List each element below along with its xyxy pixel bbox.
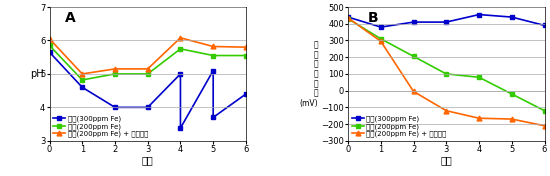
溶液(300ppm Fe) xyxy=(476,14,482,16)
Text: A: A xyxy=(65,11,76,25)
Line: 溶液(300ppm Fe): 溶液(300ppm Fe) xyxy=(47,50,249,131)
寒天(200ppm Fe) xyxy=(145,73,151,75)
寒天(200ppm Fe) xyxy=(345,18,351,20)
寒天(200ppm Fe) + デンプン xyxy=(541,125,548,127)
Legend: 溶液(300ppm Fe), 寒天(200ppm Fe), 寒天(200ppm Fe) + デンプン: 溶液(300ppm Fe), 寒天(200ppm Fe), 寒天(200ppm … xyxy=(52,114,149,139)
溶液(300ppm Fe) xyxy=(541,24,548,27)
溶液(300ppm Fe) xyxy=(177,127,184,129)
溶液(300ppm Fe) xyxy=(243,93,249,95)
寒天(200ppm Fe) xyxy=(443,73,449,75)
X-axis label: 日数: 日数 xyxy=(142,155,153,165)
寒天(200ppm Fe) xyxy=(541,110,548,112)
寒天(200ppm Fe) + デンプン xyxy=(210,45,217,48)
Line: 寒天(200ppm Fe): 寒天(200ppm Fe) xyxy=(345,16,547,113)
溶液(300ppm Fe) xyxy=(508,16,515,18)
寒天(200ppm Fe) + デンプン xyxy=(145,68,151,70)
溶液(300ppm Fe) xyxy=(210,116,217,118)
寒天(200ppm Fe) + デンプン xyxy=(345,17,351,19)
寒天(200ppm Fe) + デンプン xyxy=(46,38,53,40)
Line: 寒天(200ppm Fe): 寒天(200ppm Fe) xyxy=(47,43,249,82)
寒天(200ppm Fe) + デンプン xyxy=(177,37,184,39)
寒天(200ppm Fe) xyxy=(508,93,515,95)
寒天(200ppm Fe) xyxy=(46,45,53,47)
Y-axis label: pH: pH xyxy=(30,69,44,79)
Line: 寒天(200ppm Fe) + デンプン: 寒天(200ppm Fe) + デンプン xyxy=(47,35,249,76)
寒天(200ppm Fe) xyxy=(210,55,217,57)
溶液(300ppm Fe) xyxy=(377,26,384,28)
溶液(300ppm Fe) xyxy=(145,106,151,108)
溶液(300ppm Fe) xyxy=(345,16,351,18)
寒天(200ppm Fe) xyxy=(112,73,118,75)
寒天(200ppm Fe) + デンプン xyxy=(79,73,86,75)
溶液(300ppm Fe) xyxy=(443,21,449,23)
溶液(300ppm Fe) xyxy=(79,86,86,88)
寒天(200ppm Fe) + デンプン xyxy=(443,110,449,112)
Text: B: B xyxy=(368,11,378,25)
Y-axis label: 酸
化
還
元
電
位
(mV): 酸 化 還 元 電 位 (mV) xyxy=(300,40,318,108)
溶液(300ppm Fe) xyxy=(177,73,184,75)
寒天(200ppm Fe) + デンプン xyxy=(112,68,118,70)
寒天(200ppm Fe) xyxy=(243,55,249,57)
溶液(300ppm Fe) xyxy=(46,51,53,53)
溶液(300ppm Fe) xyxy=(210,70,217,72)
寒天(200ppm Fe) xyxy=(410,55,417,57)
Line: 寒天(200ppm Fe) + デンプン: 寒天(200ppm Fe) + デンプン xyxy=(345,15,547,128)
寒天(200ppm Fe) + デンプン xyxy=(243,46,249,48)
寒天(200ppm Fe) + デンプン xyxy=(377,40,384,42)
寒天(200ppm Fe) xyxy=(177,48,184,50)
寒天(200ppm Fe) + デンプン xyxy=(476,117,482,119)
寒天(200ppm Fe) xyxy=(377,38,384,40)
寒天(200ppm Fe) + デンプン xyxy=(508,118,515,120)
寒天(200ppm Fe) xyxy=(476,76,482,78)
溶液(300ppm Fe) xyxy=(410,21,417,23)
Legend: 溶液(300ppm Fe), 寒天(200ppm Fe), 寒天(200ppm Fe) + デンプン: 溶液(300ppm Fe), 寒天(200ppm Fe), 寒天(200ppm … xyxy=(350,114,448,139)
寒天(200ppm Fe) xyxy=(79,79,86,81)
Line: 溶液(300ppm Fe): 溶液(300ppm Fe) xyxy=(345,12,547,30)
溶液(300ppm Fe) xyxy=(112,106,118,108)
X-axis label: 日数: 日数 xyxy=(441,155,452,165)
寒天(200ppm Fe) + デンプン xyxy=(410,90,417,93)
